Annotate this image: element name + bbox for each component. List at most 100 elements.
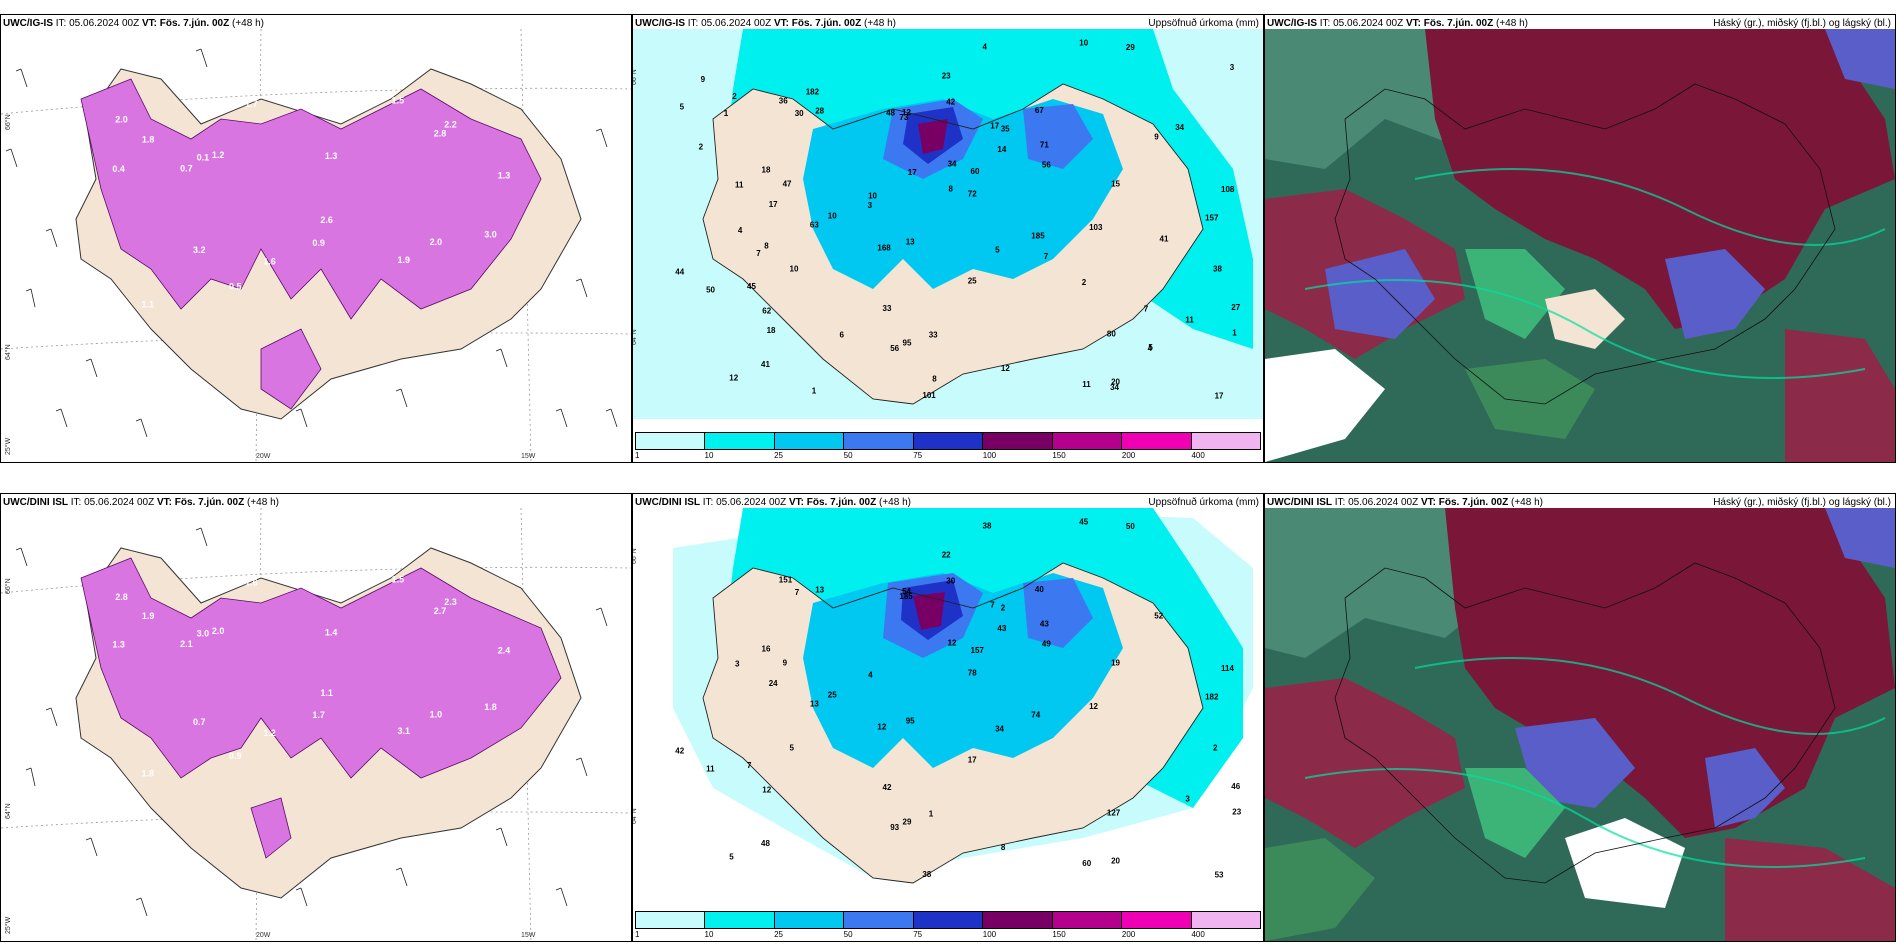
colorbar-tick-label: 200 bbox=[1121, 930, 1136, 939]
precip-map-svg: 1847412714529566015710816810371137280441… bbox=[633, 29, 1263, 419]
value-label: 168 bbox=[877, 243, 891, 252]
colorbar-tick-label: 1 bbox=[635, 930, 640, 939]
value-label: 1.3 bbox=[325, 151, 338, 161]
value-label: 53 bbox=[1215, 871, 1224, 880]
value-label: 1.2 bbox=[263, 728, 276, 738]
value-label: 34 bbox=[1110, 383, 1119, 392]
colorbar-tick-label: 400 bbox=[1191, 930, 1205, 939]
value-label: 4 bbox=[1148, 344, 1153, 353]
value-label: 12 bbox=[762, 785, 771, 794]
panel-top-right: UWC/IG-IS IT: 05.06.2024 00Z VT: Fös. 7.… bbox=[1264, 14, 1896, 463]
value-label: 25 bbox=[828, 691, 837, 700]
value-label: 1.7 bbox=[245, 99, 258, 109]
colorbar-tick-label: 200 bbox=[1121, 451, 1136, 460]
value-label: 1.0 bbox=[430, 709, 443, 719]
value-label: 12 bbox=[729, 374, 738, 383]
colorbar-tick-label: 150 bbox=[1052, 451, 1066, 460]
value-label: 38 bbox=[1213, 265, 1222, 274]
value-label: 7 bbox=[1144, 304, 1149, 313]
value-label: 1.8 bbox=[142, 769, 155, 779]
value-label: 2 bbox=[1213, 744, 1218, 753]
panel-title: UWC/DINI ISL IT: 05.06.2024 00Z VT: Fös.… bbox=[635, 497, 911, 508]
value-label: 3 bbox=[1230, 63, 1235, 72]
value-label: 54 bbox=[902, 587, 911, 596]
lat-label: 66°N bbox=[632, 69, 638, 85]
value-label: 95 bbox=[906, 717, 915, 726]
value-label: 1.9 bbox=[142, 611, 155, 621]
value-label: 157 bbox=[1205, 213, 1219, 222]
value-label: 11 bbox=[1185, 316, 1194, 325]
colorbar-swatch bbox=[1052, 433, 1123, 449]
panel-title: UWC/IG-IS IT: 05.06.2024 00Z VT: Fös. 7.… bbox=[3, 18, 264, 29]
colorbar-swatch bbox=[705, 912, 775, 928]
value-label: 25 bbox=[968, 277, 977, 286]
lat-label: 66°N bbox=[5, 578, 12, 594]
value-label: 30 bbox=[946, 576, 955, 585]
value-label: 0.9 bbox=[312, 238, 325, 248]
value-label: 63 bbox=[810, 220, 819, 229]
value-label: 1.1 bbox=[142, 300, 155, 310]
value-label: 50 bbox=[706, 285, 715, 294]
value-label: 1.3 bbox=[112, 640, 125, 650]
panel-bot-left: UWC/DINI ISL IT: 05.06.2024 00Z VT: Fös.… bbox=[0, 493, 632, 942]
value-label: 185 bbox=[1031, 232, 1045, 241]
value-label: 16 bbox=[762, 645, 771, 654]
value-label: 0.5 bbox=[229, 281, 242, 291]
rain-labels: 2.0 1.3 1.5 1.6 2.2 2.6 1.8 3.0 1.7 1.2 1.3 0.9 0.7 0… bbox=[112, 96, 510, 310]
value-label: 1.8 bbox=[484, 702, 497, 712]
colorbar-tick-label: 75 bbox=[913, 451, 923, 460]
value-label: 1.9 bbox=[398, 255, 411, 265]
value-label: 1 bbox=[1232, 328, 1237, 337]
value-label: 3.0 bbox=[197, 628, 210, 638]
value-label: 11 bbox=[1082, 380, 1091, 389]
value-label: 11 bbox=[706, 764, 715, 773]
value-label: 18 bbox=[762, 166, 771, 175]
lon-label: 25°W bbox=[5, 916, 12, 934]
value-label: 24 bbox=[769, 679, 778, 688]
precip-colorbar bbox=[635, 911, 1261, 929]
value-label: 2.1 bbox=[180, 639, 193, 649]
value-label: 56 bbox=[890, 344, 899, 353]
value-label: 0.9 bbox=[229, 751, 242, 761]
colorbar-tick-label: 50 bbox=[843, 930, 853, 939]
iceland-coastline bbox=[1334, 83, 1836, 405]
value-label: 23 bbox=[1232, 807, 1241, 816]
value-label: 93 bbox=[890, 823, 899, 832]
value-label: 2.2 bbox=[444, 119, 457, 129]
value-label: 2 bbox=[732, 92, 737, 101]
value-label: 157 bbox=[971, 646, 985, 655]
value-label: 114 bbox=[1221, 664, 1234, 673]
value-label: 34 bbox=[1175, 123, 1184, 132]
value-label: 2.0 bbox=[115, 114, 128, 124]
value-label: 45 bbox=[747, 282, 756, 291]
value-label: 33 bbox=[929, 330, 938, 339]
value-label: 49 bbox=[1042, 639, 1051, 648]
value-label: 56 bbox=[1042, 160, 1051, 169]
colorbar-tick-label: 100 bbox=[982, 451, 997, 460]
value-label: 5 bbox=[680, 102, 685, 111]
value-label: 67 bbox=[1035, 106, 1044, 115]
precip-value-labels: 1694846433450931571821141212439578127427… bbox=[675, 518, 1241, 880]
value-label: 38 bbox=[983, 521, 992, 530]
value-label: 28 bbox=[815, 106, 824, 115]
value-label: 12 bbox=[1001, 364, 1010, 373]
panel-variable-title: Uppsöfnuð úrkoma (mm) bbox=[1148, 18, 1259, 29]
colorbar-labels: 1 10 25 50 75 100 150 200 400 bbox=[635, 451, 1261, 462]
value-label: 27 bbox=[1231, 303, 1240, 312]
value-label: 36 bbox=[779, 96, 788, 105]
value-label: 4 bbox=[738, 226, 743, 235]
value-label: 8 bbox=[932, 375, 937, 384]
value-label: 29 bbox=[903, 818, 912, 827]
value-label: 182 bbox=[1205, 692, 1219, 701]
value-label: 20 bbox=[1111, 857, 1120, 866]
colorbar-tick-label: 1 bbox=[635, 451, 640, 460]
value-label: 23 bbox=[942, 71, 951, 80]
value-label: 3.2 bbox=[193, 245, 206, 255]
panel-top-mid: UWC/IG-IS IT: 05.06.2024 00Z VT: Fös. 7.… bbox=[632, 14, 1264, 463]
value-label: 95 bbox=[903, 339, 912, 348]
value-label: 17 bbox=[990, 122, 999, 131]
value-label: 34 bbox=[948, 159, 957, 168]
panel-variable-title: Háský (gr.), miðský (fj.bl.) og lágský (… bbox=[1713, 497, 1891, 508]
value-label: 71 bbox=[1040, 141, 1049, 150]
value-label: 2.6 bbox=[320, 215, 333, 225]
